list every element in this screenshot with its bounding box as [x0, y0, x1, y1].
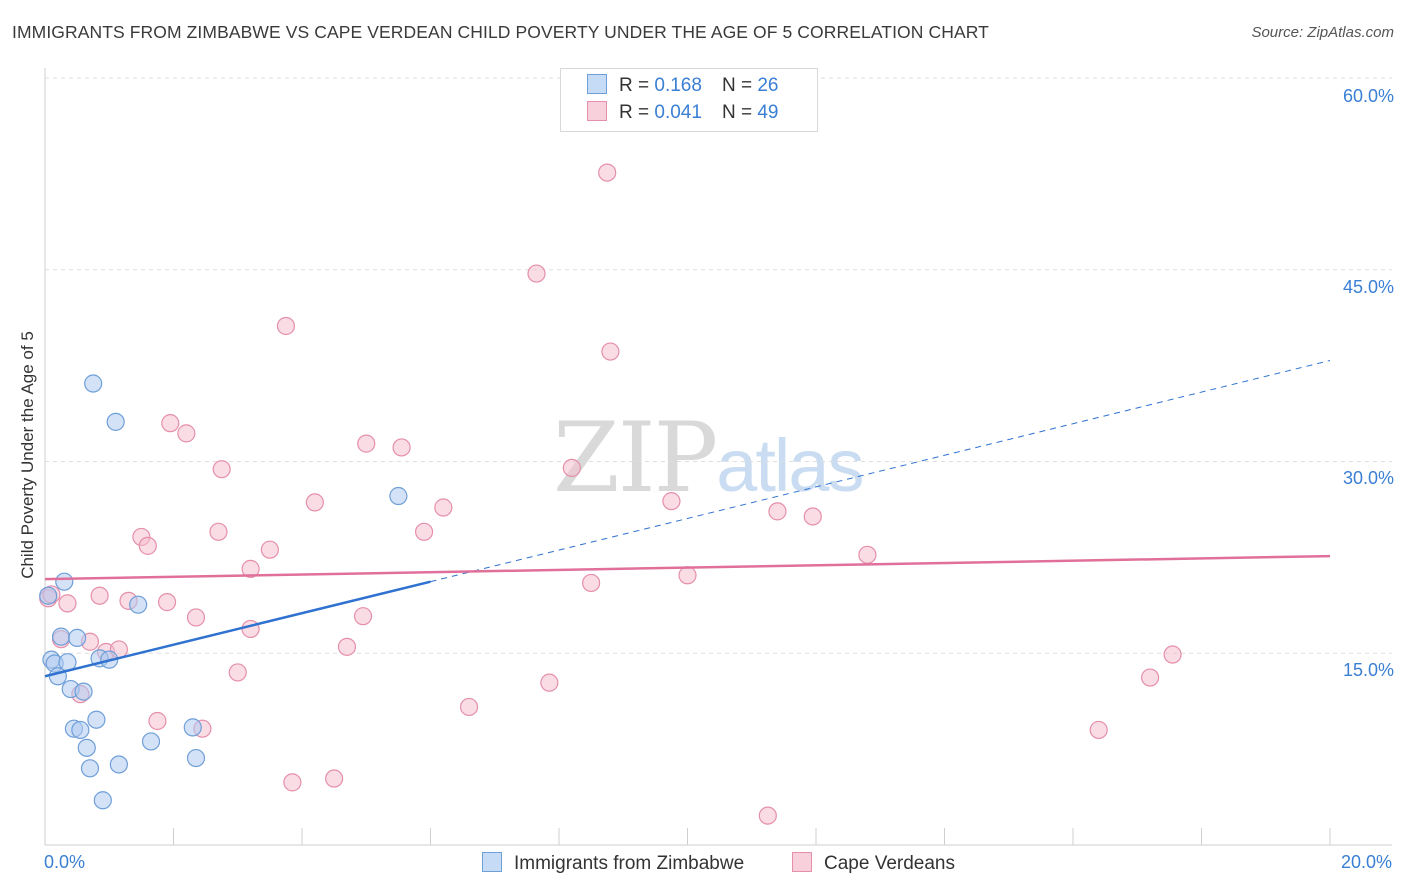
blue-swatch-icon: [587, 74, 607, 94]
data-point-zimbabwe: [51, 627, 71, 646]
x-tick-label-min: 0.0%: [44, 852, 86, 872]
data-point-cape-verdean: [598, 163, 617, 182]
legend-item-cape-verdean[interactable]: Cape Verdeans: [792, 852, 955, 875]
data-point-cape-verdean: [527, 264, 546, 283]
data-point-cape-verdean: [209, 522, 228, 541]
data-point-cape-verdean: [662, 492, 681, 511]
data-points: [39, 163, 1182, 825]
stats-legend: R = 0.168 N = 26 R = 0.041 N = 49: [560, 68, 818, 132]
x-tick-label-max: 20.0%: [1340, 852, 1392, 872]
data-point-zimbabwe: [39, 586, 58, 605]
y-tick-label-15: 15.0%: [1342, 660, 1394, 680]
data-point-zimbabwe: [74, 682, 93, 701]
data-point-cape-verdean: [601, 342, 620, 361]
data-point-zimbabwe: [84, 374, 103, 393]
data-point-cape-verdean: [1089, 720, 1108, 740]
data-point-cape-verdean: [337, 637, 357, 656]
data-point-cape-verdean: [148, 711, 167, 731]
y-axis-label: Child Poverty Under the Age of 5: [18, 331, 37, 579]
trend-extension-zimbabwe: [430, 360, 1331, 583]
data-point-cape-verdean: [858, 545, 877, 564]
data-point-zimbabwe: [129, 595, 148, 614]
data-point-cape-verdean: [228, 663, 247, 682]
data-point-zimbabwe: [55, 572, 74, 591]
data-point-zimbabwe: [68, 628, 87, 648]
data-point-zimbabwe: [71, 720, 90, 740]
data-point-cape-verdean: [459, 697, 479, 717]
y-tick-label-45: 45.0%: [1342, 277, 1394, 297]
data-point-cape-verdean: [758, 806, 777, 825]
data-point-cape-verdean: [241, 559, 260, 578]
source-label: Source: ZipAtlas.com: [1251, 24, 1394, 41]
data-point-cape-verdean: [1163, 645, 1182, 664]
data-point-cape-verdean: [138, 536, 157, 555]
chart-title: IMMIGRANTS FROM ZIMBABWE VS CAPE VERDEAN…: [12, 22, 989, 42]
data-point-zimbabwe: [186, 748, 206, 768]
legend-row-cape-verdean: R = 0.041 N = 49: [587, 101, 778, 125]
data-point-cape-verdean: [283, 773, 302, 792]
legend-item-zimbabwe[interactable]: Immigrants from Zimbabwe: [482, 852, 744, 875]
data-point-cape-verdean: [260, 540, 279, 559]
data-point-cape-verdean: [1140, 668, 1160, 687]
pink-swatch-icon: [587, 101, 607, 121]
data-point-zimbabwe: [183, 718, 202, 737]
data-point-cape-verdean: [305, 493, 324, 512]
watermark: ZIPatlas: [553, 402, 865, 514]
data-point-cape-verdean: [241, 619, 260, 639]
data-point-zimbabwe: [141, 732, 161, 751]
data-point-cape-verdean: [157, 593, 177, 612]
y-tick-label-60: 60.0%: [1342, 86, 1394, 106]
data-point-cape-verdean: [353, 607, 373, 626]
data-point-cape-verdean: [325, 769, 344, 788]
data-point-cape-verdean: [392, 438, 411, 457]
y-tick-label-30: 30.0%: [1342, 468, 1394, 488]
data-point-zimbabwe: [106, 412, 125, 431]
data-point-cape-verdean: [212, 460, 231, 479]
data-point-zimbabwe: [109, 755, 128, 774]
data-point-zimbabwe: [80, 759, 100, 778]
data-point-cape-verdean: [582, 573, 601, 593]
data-point-cape-verdean: [414, 522, 434, 541]
data-point-zimbabwe: [93, 791, 112, 810]
trend-line-zimbabwe: [44, 580, 431, 678]
data-point-cape-verdean: [90, 586, 109, 605]
data-point-zimbabwe: [87, 710, 106, 729]
data-point-cape-verdean: [768, 502, 787, 521]
data-point-cape-verdean: [803, 507, 822, 526]
pink-swatch-icon: [792, 852, 812, 872]
data-point-cape-verdean: [177, 424, 196, 443]
data-point-cape-verdean: [357, 434, 376, 453]
data-point-cape-verdean: [58, 594, 77, 613]
legend-row-zimbabwe: R = 0.168 N = 26: [587, 74, 778, 98]
data-point-cape-verdean: [540, 673, 559, 692]
blue-swatch-icon: [482, 852, 502, 872]
data-point-cape-verdean: [434, 498, 453, 517]
data-point-cape-verdean: [186, 608, 206, 627]
data-point-cape-verdean: [276, 316, 296, 336]
data-point-cape-verdean: [678, 566, 697, 585]
axes: [44, 68, 1392, 846]
trend-lines: [44, 360, 1331, 678]
data-point-cape-verdean: [562, 458, 581, 477]
data-point-cape-verdean: [161, 414, 180, 433]
data-point-zimbabwe: [77, 738, 96, 757]
trend-line-cape-verdean: [44, 554, 1331, 581]
data-point-zimbabwe: [389, 486, 408, 506]
